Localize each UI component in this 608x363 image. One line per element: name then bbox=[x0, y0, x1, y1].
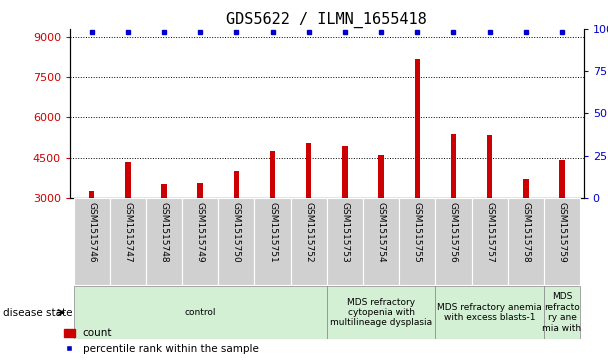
Bar bbox=[254, 198, 291, 285]
Bar bbox=[363, 198, 399, 285]
Text: GSM1515747: GSM1515747 bbox=[123, 202, 133, 263]
Bar bbox=[233, 171, 239, 198]
Bar bbox=[487, 135, 492, 198]
Text: MDS
refracto
ry ane
mia with: MDS refracto ry ane mia with bbox=[542, 293, 581, 333]
Text: GSM1515756: GSM1515756 bbox=[449, 202, 458, 263]
Text: GSM1515746: GSM1515746 bbox=[87, 202, 96, 263]
Title: GDS5622 / ILMN_1655418: GDS5622 / ILMN_1655418 bbox=[226, 12, 427, 28]
Text: GSM1515758: GSM1515758 bbox=[521, 202, 530, 263]
Text: GSM1515750: GSM1515750 bbox=[232, 202, 241, 263]
Bar bbox=[89, 191, 94, 198]
Bar bbox=[109, 198, 146, 285]
Bar bbox=[435, 286, 544, 339]
Text: MDS refractory
cytopenia with
multilineage dysplasia: MDS refractory cytopenia with multilinea… bbox=[330, 298, 432, 327]
Bar bbox=[291, 198, 326, 285]
Bar bbox=[270, 151, 275, 198]
Bar bbox=[125, 162, 131, 198]
Bar bbox=[399, 198, 435, 285]
Legend: count, percentile rank within the sample: count, percentile rank within the sample bbox=[60, 324, 263, 358]
Text: disease state: disease state bbox=[3, 307, 72, 318]
Text: GSM1515754: GSM1515754 bbox=[376, 202, 385, 263]
Bar bbox=[559, 160, 565, 198]
Bar bbox=[146, 198, 182, 285]
Bar bbox=[74, 198, 109, 285]
Text: GSM1515755: GSM1515755 bbox=[413, 202, 422, 263]
Bar bbox=[161, 184, 167, 198]
Bar bbox=[544, 198, 580, 285]
Text: GSM1515748: GSM1515748 bbox=[159, 202, 168, 263]
Bar bbox=[74, 286, 327, 339]
Bar bbox=[472, 198, 508, 285]
Bar bbox=[218, 198, 254, 285]
Bar bbox=[198, 183, 203, 198]
Bar bbox=[306, 143, 311, 198]
Text: GSM1515759: GSM1515759 bbox=[558, 202, 567, 263]
Text: GSM1515752: GSM1515752 bbox=[304, 202, 313, 263]
Bar bbox=[544, 286, 580, 339]
Bar bbox=[451, 134, 456, 198]
Bar bbox=[523, 179, 528, 198]
Bar bbox=[327, 286, 435, 339]
Bar bbox=[378, 155, 384, 198]
Bar bbox=[327, 198, 363, 285]
Text: MDS refractory anemia
with excess blasts-1: MDS refractory anemia with excess blasts… bbox=[437, 303, 542, 322]
Text: GSM1515749: GSM1515749 bbox=[196, 202, 205, 263]
Text: control: control bbox=[184, 308, 216, 317]
Bar bbox=[435, 198, 472, 285]
Bar bbox=[342, 146, 348, 198]
Bar bbox=[182, 198, 218, 285]
Text: GSM1515751: GSM1515751 bbox=[268, 202, 277, 263]
Bar bbox=[415, 58, 420, 198]
Text: GSM1515753: GSM1515753 bbox=[340, 202, 350, 263]
Bar bbox=[508, 198, 544, 285]
Text: GSM1515757: GSM1515757 bbox=[485, 202, 494, 263]
